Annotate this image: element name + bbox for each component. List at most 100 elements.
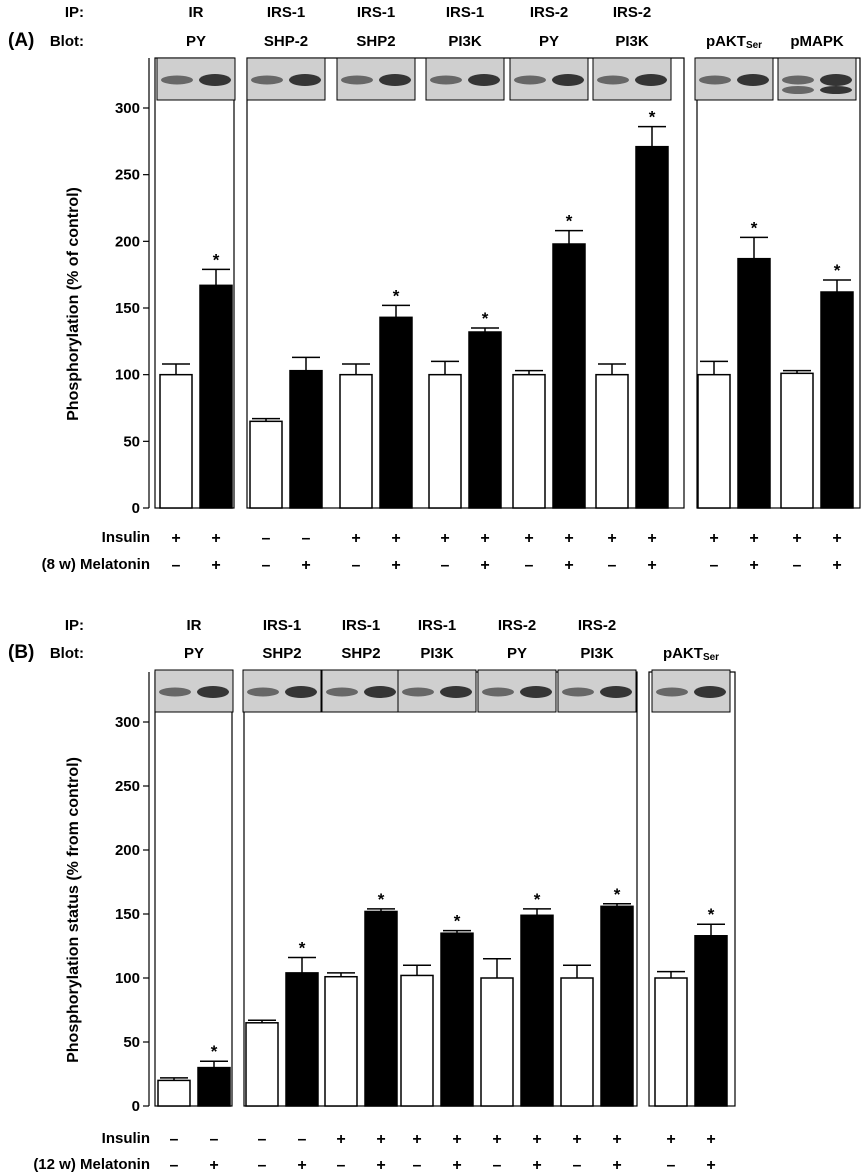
blot-label: SHP2 [262,645,301,662]
melatonin-sign: + [832,557,841,574]
bar-melatonin [364,910,398,1107]
melatonin-row-label: (12 w) Melatonin [33,1156,150,1173]
bar-group: + – * + + [651,669,731,1174]
insulin-sign: – [302,530,311,547]
blot-band [597,75,629,85]
blot-band [197,686,229,698]
bar-group: + – * + + [557,669,637,1174]
blot-band [379,74,411,86]
y-tick-label: 200 [115,233,140,250]
melatonin-sign: + [209,1157,218,1174]
insulin-sign: – [210,1131,219,1148]
bar-melatonin [600,905,634,1107]
bar-control [560,977,594,1107]
insulin-sign: + [532,1131,541,1148]
insulin-sign: + [211,530,220,547]
bar-control [324,975,358,1107]
y-tick-label: 150 [115,300,140,317]
bar-control [249,420,283,509]
bar-melatonin [694,935,728,1107]
blot-band [600,686,632,698]
significance-marker: * [649,108,656,127]
insulin-sign: + [572,1131,581,1148]
bar-control [157,1079,191,1107]
y-tick-label: 300 [115,100,140,117]
melatonin-sign: – [573,1157,582,1174]
bar-control [428,373,462,509]
blot-band [820,74,852,86]
blot-band [468,74,500,86]
y-tick-label: 100 [115,970,140,987]
insulin-sign: + [792,530,801,547]
melatonin-sign: + [564,557,573,574]
blot-band [247,687,279,697]
insulin-sign: + [412,1131,421,1148]
insulin-sign: – [258,1131,267,1148]
y-tick-label: 250 [115,778,140,795]
y-tick-label: 250 [115,167,140,184]
ip-label: IRS-2 [498,617,536,634]
bar-melatonin [289,369,323,509]
melatonin-sign: – [493,1157,502,1174]
bar-group: – – * – + [242,669,322,1174]
bar-control [400,974,434,1107]
insulin-sign: + [564,530,573,547]
panel-label: (B) [8,642,34,663]
blot-label: PI3K [615,33,649,50]
melatonin-row-label: (8 w) Melatonin [42,556,150,573]
insulin-sign: + [666,1131,675,1148]
melatonin-sign: + [211,557,220,574]
blot-band [656,687,688,697]
insulin-sign: + [351,530,360,547]
y-tick-label: 150 [115,906,140,923]
blot-band [285,686,317,698]
bar-melatonin [440,932,474,1107]
insulin-sign: + [391,530,400,547]
y-tick-label: 50 [123,1034,140,1051]
melatonin-sign: + [301,557,310,574]
significance-marker: * [566,212,573,231]
melatonin-sign: – [262,557,271,574]
melatonin-sign: + [706,1157,715,1174]
insulin-sign: + [709,530,718,547]
ip-label: IRS-1 [418,617,456,634]
blot-label: SHP-2 [264,33,308,50]
insulin-sign: – [298,1131,307,1148]
blot-band [251,75,283,85]
melatonin-sign: + [376,1157,385,1174]
bar-control [654,977,688,1107]
panel-b: 0 50 100 150 200 250 300 Phosphorylation status… [33,669,736,1174]
significance-marker: * [393,286,400,305]
bar-melatonin [737,257,771,509]
blot-band [782,75,814,85]
significance-marker: * [614,885,621,904]
blot-band [440,686,472,698]
blot-band [402,687,434,697]
bar-group: + – * + + [592,57,672,574]
bar-group: + – * + + [477,669,557,1174]
blot-band [562,687,594,697]
insulin-sign: + [480,530,489,547]
bar-group: – – * – + [154,669,234,1174]
ip-label: IRS-1 [267,4,305,21]
bar-group: + – * + + [156,57,236,574]
blot-band [514,75,546,85]
insulin-sign: + [749,530,758,547]
melatonin-sign: + [452,1157,461,1174]
significance-marker: * [378,890,385,909]
insulin-sign: + [647,530,656,547]
blot-band [341,75,373,85]
melatonin-sign: – [441,557,450,574]
bar-control [780,372,814,509]
significance-marker: * [834,261,841,280]
bar-melatonin [552,243,586,509]
blot-band [552,74,584,86]
blot-label: PY [186,33,206,50]
insulin-sign: – [170,1131,179,1148]
melatonin-sign: + [297,1157,306,1174]
bar-melatonin [285,972,319,1107]
melatonin-sign: – [337,1157,346,1174]
blot-label: PY [507,645,527,662]
melatonin-sign: – [710,557,719,574]
